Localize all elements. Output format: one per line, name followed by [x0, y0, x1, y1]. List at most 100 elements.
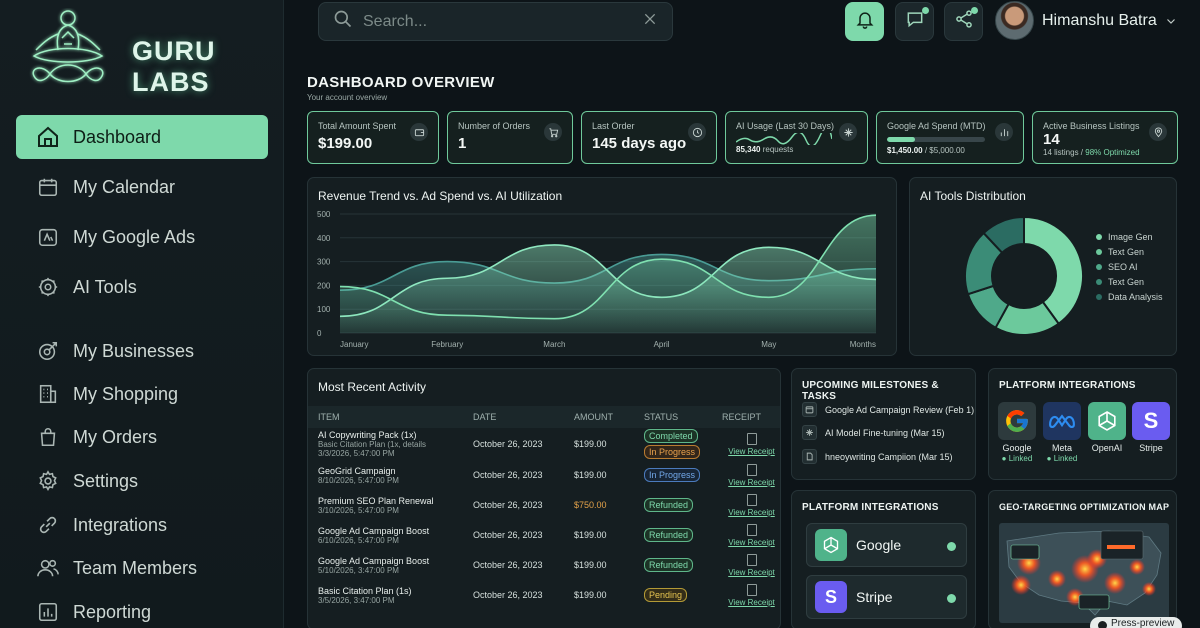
integration-openai[interactable]: OpenAI — [1088, 402, 1126, 453]
revenue-area-chart: 0 100 200 300 400 500 January February March Apri… — [317, 210, 877, 349]
legend-swatch — [1096, 249, 1102, 255]
integration-row-stripe[interactable]: S Stripe — [806, 575, 967, 619]
search-bar[interactable] — [318, 2, 673, 41]
table-row[interactable]: AI Copywriting Pack (1x) Basic Citation P… — [308, 428, 780, 460]
task-item[interactable]: hneoywriting Campiion (Mar 15) — [802, 449, 953, 464]
sidebar-item-label: My Shopping — [73, 383, 179, 404]
page-title: DASHBOARD OVERVIEW — [307, 74, 495, 91]
table-row[interactable]: Google Ad Campaign Boost 6/10/2026, 5:47:… — [308, 520, 780, 550]
item-timestamp: 6/10/2026, 5:47:00 PM — [318, 535, 399, 545]
legend-entry: Text Gen — [1096, 277, 1144, 287]
row-status: Pending — [644, 580, 722, 610]
view-receipt-link[interactable]: View Receipt — [728, 477, 775, 487]
integration-name: Meta — [1051, 443, 1072, 453]
platform-integrations-list-card: PLATFORM INTEGRATIONS Google S Stripe — [791, 490, 976, 628]
sidebar-item-label: Team Members — [73, 557, 198, 578]
row-date: October 26, 2023 — [473, 439, 543, 449]
stat-card-ai-usage[interactable]: AI Usage (Last 30 Days) 85,340 requests — [725, 111, 868, 164]
sidebar-item-shopping[interactable]: My Shopping — [16, 372, 268, 416]
sidebar-item-team-members[interactable]: Team Members — [16, 546, 268, 590]
item-name: Google Ad Campaign Boost — [318, 525, 430, 536]
stat-card-orders[interactable]: Number of Orders 1 — [447, 111, 573, 164]
view-receipt-link[interactable]: View Receipt — [728, 507, 775, 517]
sidebar-item-google-ads[interactable]: My Google Ads — [16, 215, 268, 259]
x-tick-label: May — [761, 340, 776, 349]
ai-icon — [839, 123, 857, 141]
column-header[interactable]: STATUS — [644, 406, 722, 428]
sidebar-item-businesses[interactable]: My Businesses — [16, 329, 268, 373]
meditation-logo-icon — [32, 10, 104, 83]
sidebar-item-ai-tools[interactable]: AI Tools — [16, 265, 268, 309]
item-timestamp: 5/10/2026, 3:47:00 PM — [318, 565, 399, 575]
share-button[interactable] — [944, 2, 983, 41]
table-row[interactable]: Basic Citation Plan (1s) 3/5/2026, 3:47:0… — [308, 580, 780, 610]
chevron-down-icon[interactable] — [1165, 14, 1177, 32]
task-item[interactable]: AI Model Fine-tuning (Mar 15) — [802, 425, 945, 440]
sidebar-item-label: Reporting — [73, 601, 152, 622]
item-timestamp: 8/10/2026, 5:47:00 PM — [318, 475, 399, 485]
view-receipt-link[interactable]: View Receipt — [728, 597, 775, 607]
sidebar-item-dashboard[interactable]: Dashboard — [16, 115, 268, 159]
task-item[interactable]: Google Ad Campaign Review (Feb 1) — [802, 402, 974, 417]
table-row[interactable]: Google Ad Campaign Boost 5/10/2026, 3:47:… — [308, 550, 780, 580]
notifications-button[interactable] — [845, 2, 884, 41]
sidebar-item-orders[interactable]: My Orders — [16, 415, 268, 459]
view-receipt-link[interactable]: View Receipt — [728, 567, 775, 577]
ai-tools-card: AI Tools Distribution Image Gen Text Gen S… — [909, 177, 1177, 356]
legend-entry: Data Analysis — [1096, 292, 1163, 302]
integration-stripe[interactable]: S Stripe — [1132, 402, 1170, 453]
stat-card-total-spent[interactable]: Total Amount Spent $199.00 — [307, 111, 439, 164]
column-header[interactable]: AMOUNT — [574, 406, 644, 428]
stat-card-google-ad-spend[interactable]: Google Ad Spend (MTD) $1,450.00 / $5,000… — [876, 111, 1024, 164]
document-icon — [746, 523, 757, 536]
series-area — [340, 215, 876, 333]
ad-spend-progress — [887, 137, 985, 142]
sidebar-item-reporting[interactable]: Reporting — [16, 590, 268, 628]
top-bar: Himanshu Batra — [284, 0, 1200, 60]
meta-logo-icon — [1043, 402, 1081, 440]
clear-search-icon[interactable] — [642, 11, 658, 32]
revenue-chart-card: Revenue Trend vs. Ad Spend vs. AI Utiliz… — [307, 177, 897, 356]
view-receipt-link[interactable]: View Receipt — [728, 446, 775, 456]
table-row[interactable]: Premium SEO Plan Renewal 3/10/2026, 5:47:… — [308, 490, 780, 520]
row-amount: $199.00 — [574, 439, 607, 449]
view-receipt-link[interactable]: View Receipt — [728, 537, 775, 547]
integration-meta[interactable]: Meta ● Linked — [1043, 402, 1081, 463]
legend-label: Image Gen — [1108, 232, 1153, 242]
table-row[interactable]: GeoGrid Campaign 8/10/2026, 5:47:00 PM Oct… — [308, 460, 780, 490]
user-name[interactable]: Himanshu Batra — [1042, 12, 1157, 29]
receipt-cell: View Receipt — [722, 550, 780, 580]
integration-google[interactable]: Google ● Linked — [998, 402, 1036, 463]
gear-icon — [36, 469, 60, 493]
column-header[interactable]: RECEIPT — [722, 406, 780, 428]
brand-logo[interactable]: GURU LABS — [28, 8, 268, 97]
column-header[interactable]: ITEM — [308, 406, 473, 428]
pie-slice[interactable] — [1023, 215, 1084, 326]
sidebar-item-integrations[interactable]: Integrations — [16, 503, 268, 547]
stat-title: Number of Orders — [458, 121, 531, 131]
calendar-icon — [802, 402, 817, 417]
legend-swatch — [1096, 279, 1102, 285]
stat-card-last-order[interactable]: Last Order 145 days ago — [581, 111, 717, 164]
heatmap-map[interactable] — [999, 523, 1169, 623]
avatar[interactable] — [995, 1, 1034, 40]
pie-slice[interactable] — [982, 215, 1025, 255]
press-preview-badge[interactable]: Press-preview — [1090, 617, 1183, 628]
search-input[interactable] — [363, 12, 642, 31]
row-amount: $199.00 — [574, 590, 607, 600]
legend-entry: SEO AI — [1096, 262, 1138, 272]
document-icon — [746, 553, 757, 566]
sidebar-item-settings[interactable]: Settings — [16, 459, 268, 503]
sidebar-item-calendar[interactable]: My Calendar — [16, 165, 268, 209]
messages-button[interactable] — [895, 2, 934, 41]
share-indicator — [971, 7, 978, 14]
sidebar-item-label: Dashboard — [73, 126, 162, 147]
column-header[interactable]: DATE — [473, 406, 574, 428]
task-label: Google Ad Campaign Review (Feb 1) — [825, 404, 975, 415]
integration-row-google[interactable]: Google — [806, 523, 967, 567]
stat-card-business-listings[interactable]: Active Business Listings 14 14 listings … — [1032, 111, 1178, 164]
table-header-row: ITEM DATE AMOUNT STATUS RECEIPT — [308, 406, 780, 428]
unread-indicator — [922, 7, 929, 14]
integration-name: Google — [856, 537, 902, 553]
legend-entry: Image Gen — [1096, 232, 1153, 242]
